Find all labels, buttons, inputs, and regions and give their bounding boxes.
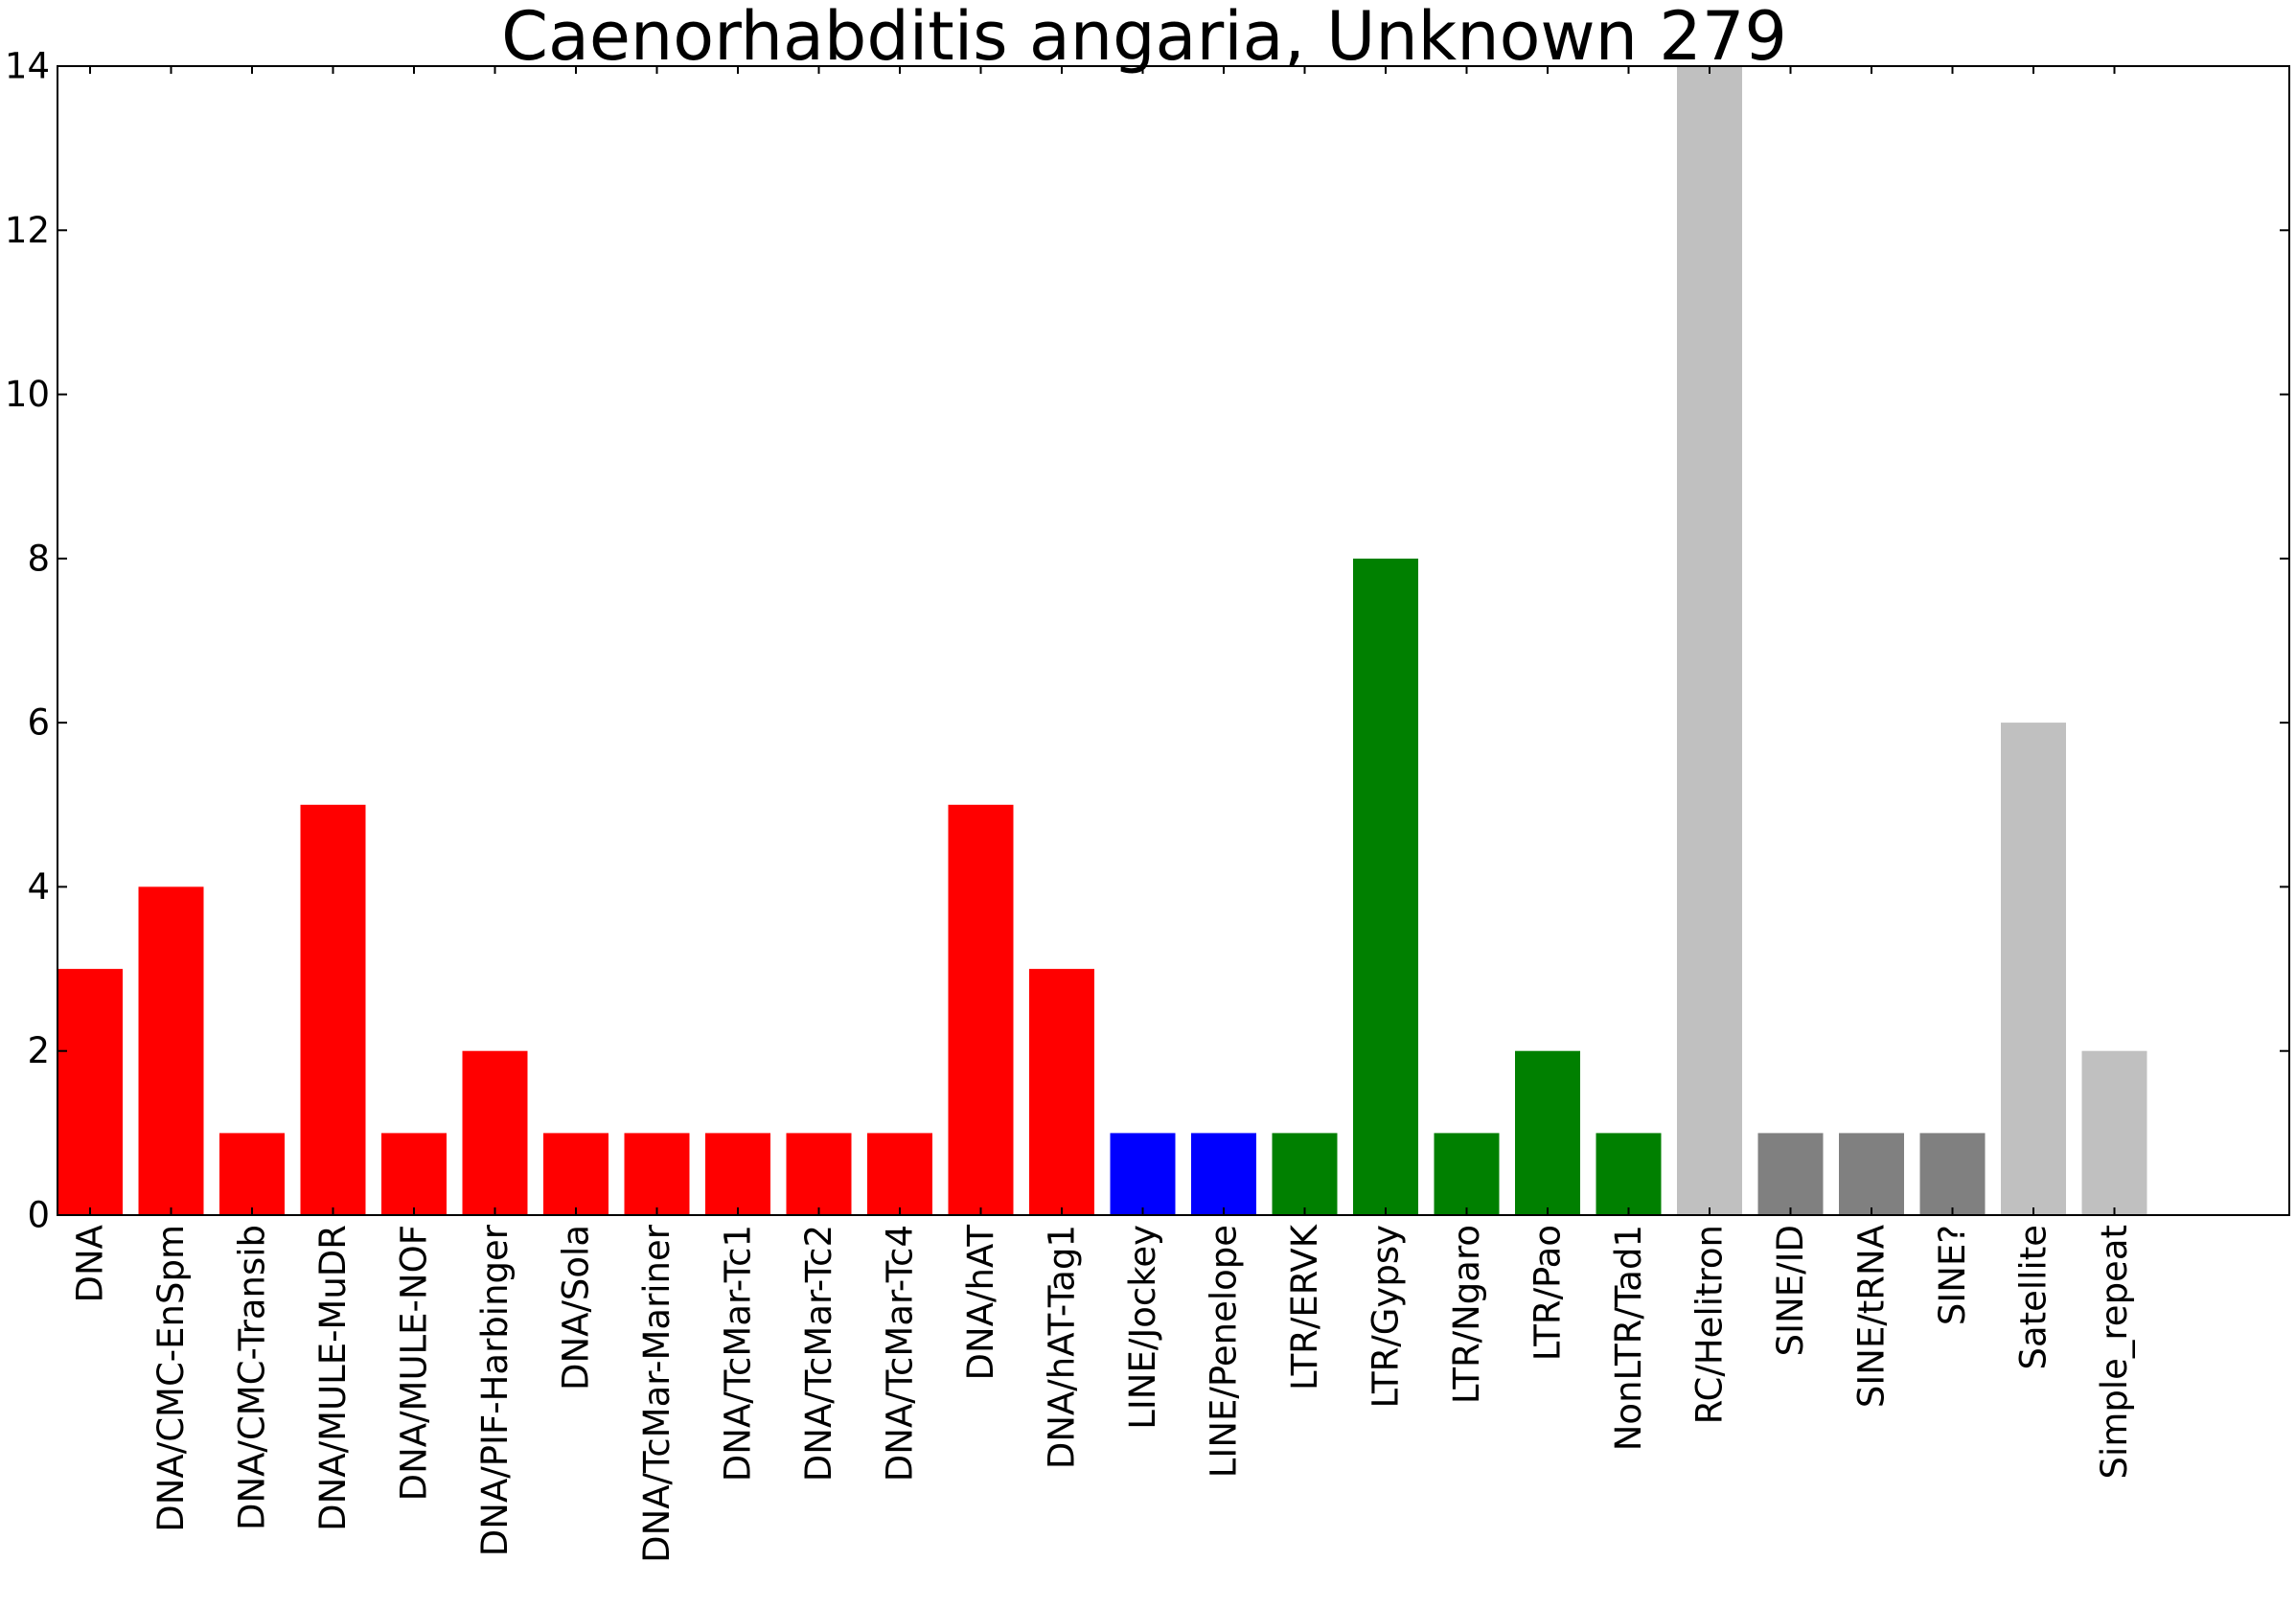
bar-sine-trna	[1839, 1133, 1904, 1215]
x-tick-label: DNA/Sola	[556, 1225, 597, 1390]
bars-group	[57, 66, 2147, 1215]
bar-dna-tcmar-tc2	[786, 1133, 852, 1215]
bar-rc-helitron	[1677, 66, 1742, 1215]
y-tick-label: 14	[5, 46, 50, 87]
bar-dna-sola	[543, 1133, 608, 1215]
y-tick-label: 4	[27, 866, 50, 907]
x-tick-label: Satellite	[2013, 1225, 2055, 1370]
x-tick-label: DNA/hAT-Tag1	[1042, 1225, 1083, 1469]
x-axis: DNA DNA/CMC-EnSpm DNA/CMC-Transib DNA/MULE-…	[70, 66, 2135, 1563]
bar-ltr-ervk	[1272, 1133, 1338, 1215]
plot-area-frame	[57, 65, 2290, 1216]
y-tick-label: 10	[5, 374, 50, 415]
x-tick-label: DNA/TcMar-Tc2	[798, 1225, 839, 1482]
y-tick-label: 6	[27, 702, 50, 744]
x-tick-label: DNA/hAT	[960, 1225, 1001, 1381]
x-tick-label: LTR/Pao	[1527, 1225, 1569, 1361]
bar-dna-mule-mudr	[300, 804, 366, 1215]
x-tick-label: LTR/Ngaro	[1446, 1225, 1487, 1404]
y-tick-label: 2	[27, 1030, 50, 1071]
bar-sine-id	[1757, 1133, 1824, 1215]
x-tick-label: RC/Helitron	[1689, 1225, 1731, 1424]
bar-dna-tcmar-mariner	[624, 1133, 690, 1215]
x-tick-label: SINE/ID	[1770, 1225, 1811, 1356]
x-tick-label: Simple_repeat	[2094, 1225, 2135, 1479]
x-tick-label: DNA/TcMar-Tc1	[718, 1225, 759, 1482]
x-tick-label: LTR/Gypsy	[1366, 1225, 1407, 1409]
bar-satellite	[2001, 723, 2066, 1215]
bar-nonltr-tad1	[1596, 1133, 1662, 1215]
x-tick-label: LINE/Penelope	[1204, 1225, 1245, 1478]
x-tick-label: DNA/PIF-Harbinger	[474, 1224, 516, 1556]
x-tick-label: DNA/MULE-NOF	[394, 1225, 435, 1501]
bar-dna-cmc-enspm	[138, 886, 204, 1215]
bar-line-jockey	[1110, 1133, 1176, 1215]
x-tick-label: LINE/Jockey	[1122, 1225, 1163, 1430]
bar-dna-tcmar-tc4	[867, 1133, 932, 1215]
bar-dna-pif-harbinger	[462, 1050, 528, 1215]
chart-title: Caenorhabditis angaria, Unknown 279	[501, 0, 1787, 76]
bar-dna-cmc-transib	[219, 1133, 285, 1215]
bar-dna-hat	[948, 804, 1014, 1215]
bar-dna-hat-tag1	[1029, 969, 1094, 1215]
x-tick-label: DNA/TcMar-Mariner	[636, 1224, 677, 1563]
bar-dna-tcmar-tc1	[705, 1133, 770, 1215]
bar-ltr-pao	[1515, 1050, 1580, 1215]
x-tick-label: DNA/CMC-EnSpm	[150, 1225, 192, 1532]
bar-ltr-gypsy	[1353, 558, 1418, 1215]
x-tick-label: DNA/MULE-MuDR	[312, 1225, 354, 1531]
bar-line-penelope	[1191, 1133, 1256, 1215]
y-tick-label: 12	[5, 210, 50, 251]
y-tick-label: 0	[27, 1195, 50, 1236]
y-tick-label: 8	[27, 538, 50, 579]
x-tick-label: DNA/TcMar-Tc4	[880, 1225, 921, 1482]
x-tick-label: NonLTR/Tad1	[1608, 1225, 1649, 1451]
y-axis: 0 2 4 6 8 10 12 14	[5, 46, 2289, 1236]
bar-dna	[57, 969, 123, 1215]
bar-sine	[1919, 1133, 1986, 1215]
x-tick-label: DNA	[70, 1225, 111, 1302]
bar-ltr-ngaro	[1434, 1133, 1500, 1215]
x-tick-label: SINE/tRNA	[1851, 1225, 1893, 1408]
bar-dna-mule-nof	[381, 1133, 447, 1215]
x-tick-label: SINE?	[1932, 1225, 1973, 1325]
x-tick-label: DNA/CMC-Transib	[232, 1225, 273, 1530]
x-tick-label: LTR/ERVK	[1284, 1223, 1325, 1390]
bar-simple-repeat	[2081, 1050, 2147, 1215]
